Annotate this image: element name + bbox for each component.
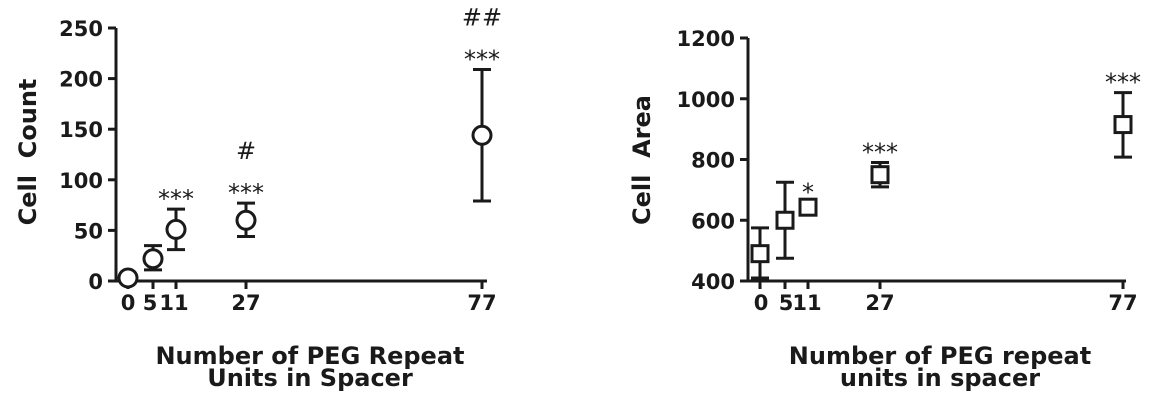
significance-marker: ***	[464, 45, 500, 73]
y-tick-label: 600	[691, 209, 735, 233]
data-point	[471, 124, 493, 146]
y-tick-label: 150	[59, 118, 103, 142]
x-axis-label-line: units in spacer	[840, 364, 1040, 392]
x-tick-label: 0	[754, 291, 769, 315]
x-tick-label: 5	[779, 291, 794, 315]
data-point	[165, 218, 187, 240]
significance-marker: ***	[1105, 69, 1141, 97]
data-point	[1113, 115, 1133, 135]
x-tick-label: 27	[231, 291, 260, 315]
significance-marker: #	[236, 137, 256, 165]
x-tick-label: 77	[1108, 291, 1137, 315]
y-axis-label: Cell Count	[14, 79, 42, 226]
x-tick-label: 0	[121, 291, 136, 315]
data-point	[798, 197, 818, 217]
data-point	[117, 267, 139, 289]
y-tick-label: 50	[74, 219, 103, 243]
y-tick-label: 800	[691, 149, 735, 173]
data-point	[750, 244, 770, 264]
y-axis-label: Cell Area	[628, 95, 656, 225]
data-point	[142, 248, 164, 270]
x-axis-label-line: Units in Spacer	[207, 364, 413, 392]
y-tick-label: 0	[88, 270, 103, 294]
y-tick-label: 200	[59, 68, 103, 92]
y-tick-label: 1200	[677, 27, 735, 51]
significance-marker: ***	[158, 185, 194, 213]
significance-marker: ##	[462, 3, 502, 31]
x-tick-label: 77	[467, 291, 496, 315]
chart-2: 400 600 800 1000 1200 0 5 11 27 77 Cell Area Number…	[628, 27, 1141, 392]
y-tick-label: 100	[59, 169, 103, 193]
y-tick-label: 250	[59, 17, 103, 41]
significance-marker: ***	[862, 139, 898, 167]
data-point	[870, 165, 890, 185]
significance-marker: ***	[228, 179, 264, 207]
x-tick-label: 11	[792, 291, 821, 315]
x-axis-label-line: Number of PEG repeat	[789, 342, 1091, 370]
y-tick-label: 400	[691, 270, 735, 294]
significance-marker: *	[802, 179, 814, 207]
x-tick-label: 11	[159, 291, 188, 315]
y-tick-label: 1000	[677, 88, 735, 112]
x-axis-label-line: Number of PEG Repeat	[155, 342, 464, 370]
x-tick-label: 27	[865, 291, 894, 315]
x-tick-label: 5	[143, 291, 158, 315]
data-point	[235, 209, 257, 231]
data-point	[775, 210, 795, 230]
